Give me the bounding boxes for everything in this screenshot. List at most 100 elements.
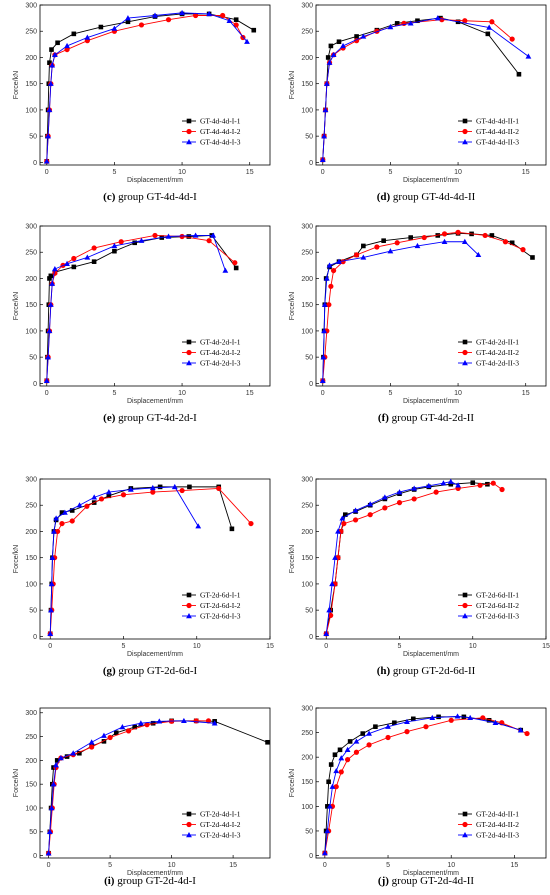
data-point (150, 720, 156, 726)
data-point (220, 12, 226, 19)
data-point (324, 827, 331, 834)
data-point (330, 267, 337, 274)
data-point (171, 483, 178, 490)
x-axis-label: Displacement/mm (403, 398, 459, 405)
y-tick-label: 300 (301, 705, 313, 712)
y-tick-label: 200 (25, 758, 37, 765)
data-point (320, 354, 327, 360)
data-point (337, 747, 343, 753)
data-point (150, 489, 156, 495)
data-point (340, 42, 346, 49)
chart-panel-j: 0 5 10 15050100150200250300Displacement/mmF… (289, 705, 547, 887)
data-point (323, 275, 330, 281)
panel-caption-text: group GT-2d-4d-II (389, 875, 474, 887)
data-point (152, 232, 158, 239)
x-tick-label: 0 (324, 643, 328, 650)
y-tick-label: 50 (29, 829, 37, 836)
x-axis-label: Displacement/mm (127, 398, 183, 405)
data-point (195, 523, 202, 529)
data-point (192, 232, 199, 238)
data-point (470, 480, 476, 485)
legend-entry: GT-2d-6d-II-3 (476, 612, 519, 621)
plot-frame (315, 4, 547, 166)
legend-entry: GT-4d-4d-II-3 (476, 138, 519, 147)
data-point (392, 720, 397, 726)
data-point (43, 377, 50, 383)
data-point (524, 730, 530, 737)
legend-entry: GT-2d-4d-I-1 (200, 810, 241, 819)
data-point (186, 234, 192, 239)
x-tick-label: 5 (386, 862, 390, 869)
data-point (509, 240, 515, 246)
series-3 (47, 483, 202, 636)
data-point (425, 482, 432, 489)
legend-entry: GT-4d-4d-I-1 (200, 117, 241, 126)
data-point (328, 762, 334, 767)
data-point (366, 742, 372, 748)
data-point (265, 739, 270, 745)
legend-marker (462, 139, 468, 145)
legend-entry: GT-2d-4d-I-2 (200, 820, 241, 829)
y-tick-label: 100 (25, 328, 37, 335)
legend-marker (186, 832, 192, 838)
legend-marker (462, 592, 468, 598)
data-point (360, 731, 366, 736)
chart-panel-g: 0 5 10 15050100150200250300Displacement/mmF… (13, 476, 274, 677)
data-point (47, 301, 54, 307)
data-point (326, 59, 333, 65)
data-point (233, 22, 239, 28)
data-point (248, 520, 254, 527)
legend: GT-2d-4d-II-1GT-2d-4d-II-2 GT-2d-4d-II-3 (458, 810, 519, 840)
y-tick-label: 100 (25, 107, 37, 114)
data-point (211, 720, 218, 726)
y-tick-label: 200 (301, 755, 313, 762)
legend-entry: GT-4d-2d-I-3 (200, 359, 241, 368)
x-axis-label: Displacement/mm (403, 177, 459, 184)
data-point (323, 80, 330, 86)
legend-entry: GT-4d-4d-II-1 (476, 117, 519, 126)
y-tick-label: 50 (305, 828, 313, 835)
data-point (71, 264, 77, 270)
data-point (342, 512, 348, 517)
data-point (332, 752, 338, 758)
legend-marker (462, 821, 468, 828)
x-tick-label: 10 (454, 390, 462, 397)
legend: GT-4d-4d-II-1GT-4d-4d-II-2 GT-4d-4d-II-3 (458, 117, 519, 147)
data-point (360, 33, 367, 39)
legend-marker (186, 139, 192, 145)
data-point (326, 302, 332, 308)
plot-frame (39, 707, 271, 859)
series-3 (45, 717, 218, 856)
data-point (530, 255, 535, 260)
data-point (441, 231, 448, 237)
data-point (91, 259, 97, 264)
data-point (48, 607, 54, 613)
panel-letter: (c) (103, 191, 116, 203)
data-point (165, 233, 172, 239)
legend: GT-4d-2d-I-1GT-4d-2d-I-2 GT-4d-2d-I-3 (182, 338, 241, 368)
data-point (382, 505, 388, 511)
x-axis-label: Displacement/mm (403, 870, 459, 877)
data-point (326, 262, 333, 268)
data-point (353, 252, 360, 258)
data-point (157, 484, 163, 490)
data-point (138, 22, 145, 28)
data-point (455, 229, 461, 235)
data-point (485, 31, 491, 37)
y-tick-label: 300 (25, 476, 37, 483)
y-tick-label: 300 (25, 223, 37, 230)
data-point (71, 255, 77, 262)
data-point (429, 714, 436, 721)
y-axis-label: Force/kN (13, 71, 20, 99)
data-point (77, 750, 82, 756)
data-point (434, 15, 441, 21)
x-tick-label: 10 (447, 862, 455, 869)
y-axis-label: Force/kN (13, 545, 20, 573)
data-point (353, 738, 360, 744)
series-3 (43, 9, 250, 164)
series-line (325, 482, 503, 634)
x-tick-label: 0 (321, 390, 325, 397)
data-point (411, 496, 417, 502)
data-point (222, 267, 229, 273)
data-point (441, 238, 448, 244)
